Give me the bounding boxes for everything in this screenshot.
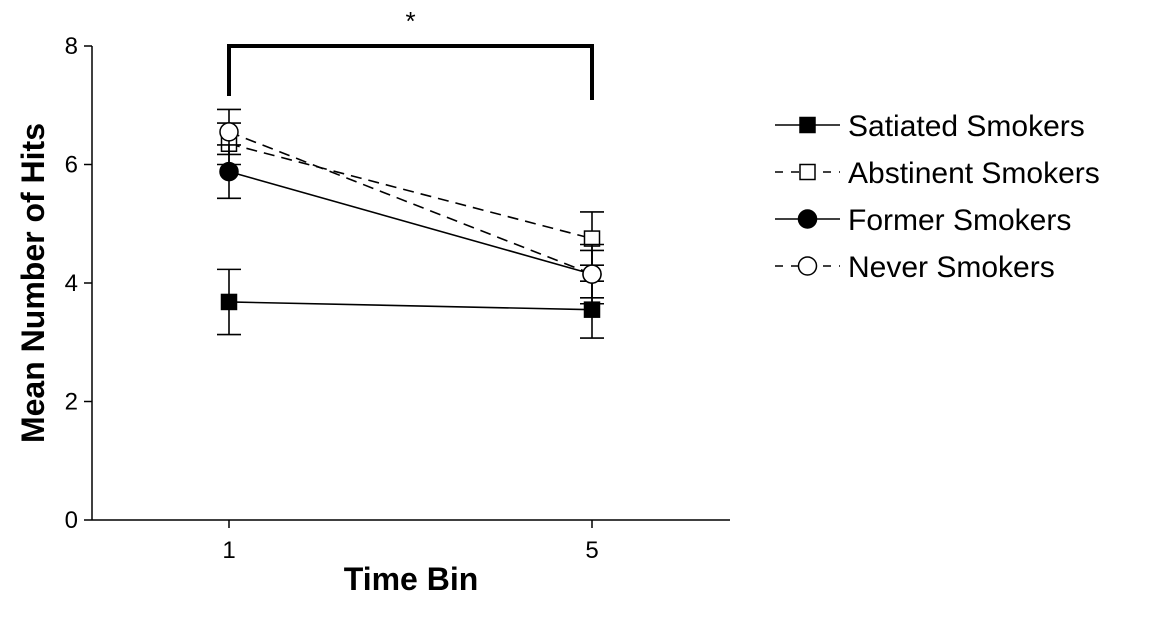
x-tick-label: 1 [222,537,235,564]
significance-star: * [405,6,415,36]
series-former-smokers [217,144,604,305]
significance-bracket [227,44,594,100]
series-line [228,301,593,311]
legend-marker [797,209,818,229]
legend-item: Satiated Smokers [775,110,1085,143]
series-never-smokers [217,108,604,299]
y-tick-label: 6 [65,152,78,179]
legend-item: Never Smokers [775,251,1055,284]
y-tick-label: 2 [65,389,78,416]
legend-marker [797,256,818,276]
legend-label: Never Smokers [848,251,1055,284]
legend-label: Satiated Smokers [848,110,1085,143]
x-axis-title: Time Bin [344,561,479,597]
y-axis-title: Mean Number of Hits [15,123,51,443]
legend-marker [799,116,816,134]
legend-label: Former Smokers [848,204,1071,237]
data-point [219,122,239,142]
series-line [228,142,593,240]
axes [91,46,730,521]
significance-annotation: * [227,6,594,100]
series-abstinent-smokers [217,122,604,267]
legend-item: Former Smokers [775,204,1071,237]
legend-item: Abstinent Smokers [775,157,1100,190]
data-point [219,161,239,182]
data-point [220,293,238,311]
legend: Satiated Smokers Abstinent Smokers Former … [775,110,1100,284]
y-ticks: 0 2 4 6 8 [65,33,92,534]
series-line [228,170,593,275]
y-tick-label: 0 [65,507,78,534]
series-layer [217,108,604,339]
legend-label: Abstinent Smokers [848,157,1100,190]
legend-marker [799,163,816,181]
series-satiated-smokers [217,268,604,339]
data-point [582,264,602,284]
y-tick-label: 4 [65,270,78,297]
y-tick-label: 8 [65,33,78,60]
x-tick-label: 5 [585,537,598,564]
series-line [228,131,593,275]
